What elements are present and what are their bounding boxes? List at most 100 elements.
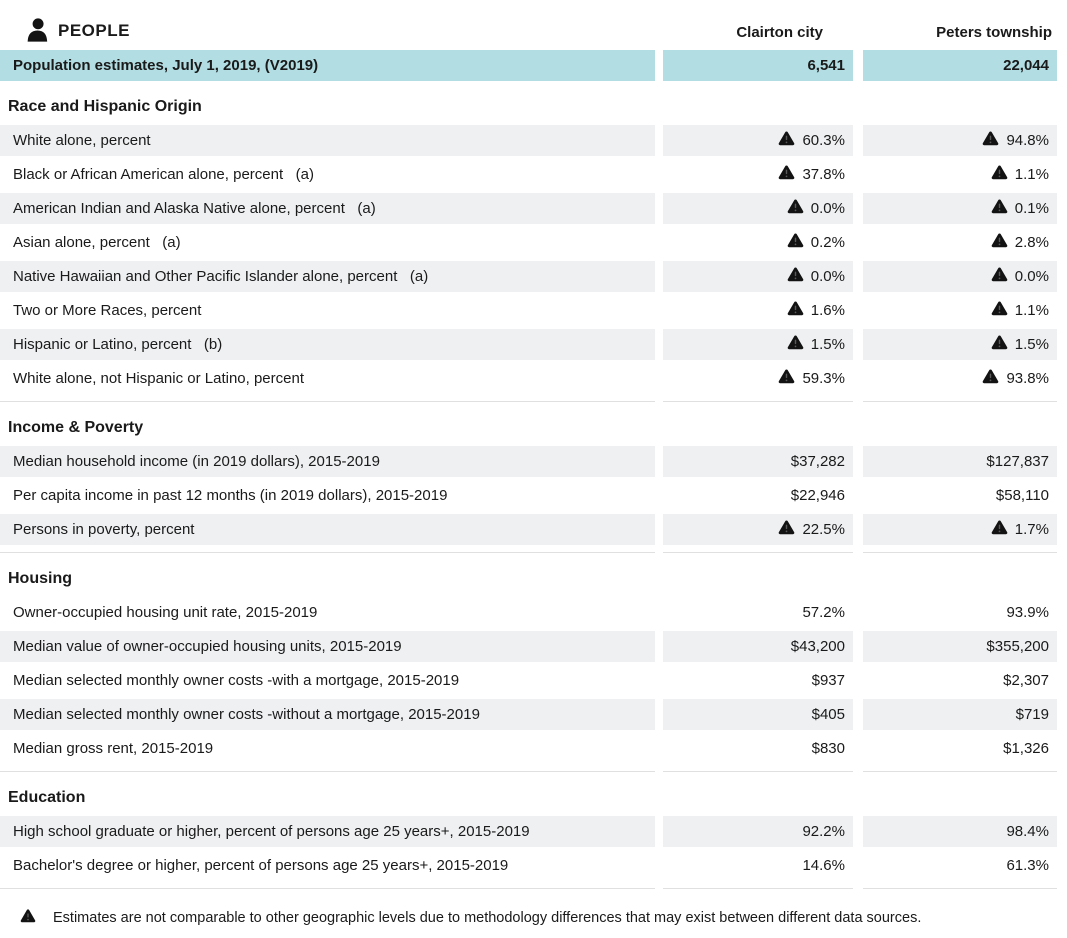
table-row: Hispanic or Latino, percent (b) 1.5% 1.5… [0, 329, 1067, 360]
value-text: 57.2% [802, 604, 845, 621]
warning-triangle-icon [983, 369, 999, 384]
section-heading: Education [8, 789, 86, 806]
value-text: 93.8% [1006, 370, 1049, 387]
value-text: 0.0% [810, 200, 845, 217]
flag-slot [787, 301, 811, 320]
value-text: 61.3% [1006, 857, 1049, 874]
value-text: $719 [1015, 706, 1049, 723]
section-rows: Owner-occupied housing unit rate, 2015-2… [0, 597, 1067, 764]
value-text: $2,307 [1003, 672, 1049, 689]
warning-triangle-icon [991, 199, 1008, 214]
table-row: Median selected monthly owner costs -wit… [0, 699, 1067, 730]
value-text: 59.3% [802, 370, 845, 387]
value-text: 1.6% [810, 302, 845, 319]
table-row: American Indian and Alaska Native alone,… [0, 193, 1067, 224]
cell-value: $37,282 [663, 446, 853, 477]
value-text: 1.1% [1014, 302, 1049, 319]
value-text: $830 [811, 740, 845, 757]
warning-triangle-icon [779, 520, 795, 535]
flag-slot [991, 267, 1015, 286]
cell-value: 1.5% [863, 329, 1057, 360]
cell-value: $405 [663, 699, 853, 730]
flag-slot [982, 369, 1006, 388]
value-text: 93.9% [1006, 604, 1049, 621]
cell-value: 0.0% [663, 261, 853, 292]
flag-slot [787, 199, 811, 218]
warning-triangle-icon [779, 131, 795, 146]
warning-triangle-icon [983, 131, 999, 146]
person-icon [27, 18, 48, 42]
footnote-flag-slot [20, 909, 36, 927]
warning-triangle-icon [991, 335, 1008, 350]
flag-slot [778, 369, 802, 388]
warning-triangle-icon [779, 165, 795, 180]
row-label: Median gross rent, 2015-2019 [13, 740, 214, 757]
table-row: White alone, not Hispanic or Latino, per… [0, 363, 1067, 394]
value-text: $22,946 [790, 487, 845, 504]
cell-value: $937 [663, 665, 853, 696]
cell-value: 6,541 [663, 50, 853, 81]
warning-triangle-icon [20, 909, 36, 923]
row-label: Black or African American alone, percent… [13, 166, 314, 183]
cell-value: $22,946 [663, 480, 853, 511]
row-label: White alone, percent [0, 125, 655, 156]
warning-triangle-icon [991, 520, 1008, 535]
value-text: 14.6% [802, 857, 845, 874]
cell-value: $58,110 [863, 480, 1057, 511]
sections: Race and Hispanic Origin White alone, pe… [0, 98, 1067, 889]
value-text: 0.0% [810, 268, 845, 285]
table-row: High school graduate or higher, percent … [0, 816, 1067, 847]
cell-value: 0.1% [863, 193, 1057, 224]
cell-value: 1.1% [863, 295, 1057, 326]
row-label: Persons in poverty, percent [0, 514, 655, 545]
cell-value: 60.3% [663, 125, 853, 156]
table-section: Housing Owner-occupied housing unit rate… [0, 570, 1067, 772]
cell-value: 59.3% [663, 363, 853, 394]
row-label: Median household income (in 2019 dollars… [0, 446, 655, 477]
section-rows: Median household income (in 2019 dollars… [0, 446, 1067, 545]
value-text: $1,326 [1003, 740, 1049, 757]
cell-value: 2.8% [863, 227, 1057, 258]
cell-value: $1,326 [863, 733, 1057, 764]
cell-value: 94.8% [863, 125, 1057, 156]
flag-slot [778, 131, 802, 150]
flag-slot [991, 520, 1015, 539]
flag-slot [991, 199, 1015, 218]
section-divider [0, 401, 1067, 402]
cell-value: 0.0% [863, 261, 1057, 292]
cell-value: 0.0% [663, 193, 853, 224]
warning-triangle-icon [787, 199, 804, 214]
value-text: $937 [811, 672, 845, 689]
cell-value: 98.4% [863, 816, 1057, 847]
value-text: 94.8% [1006, 132, 1049, 149]
flag-slot [991, 165, 1015, 184]
cell-value: 1.7% [863, 514, 1057, 545]
table-section: Race and Hispanic Origin White alone, pe… [0, 98, 1067, 402]
table-row: Two or More Races, percent 1.6% 1.1% [0, 295, 1067, 326]
table-row: Median selected monthly owner costs -wit… [0, 665, 1067, 696]
row-label: High school graduate or higher, percent … [0, 816, 655, 847]
table-section: Education High school graduate or higher… [0, 789, 1067, 889]
section-heading: Income & Poverty [8, 419, 144, 436]
people-title-wrap: PEOPLE [0, 18, 655, 44]
flag-slot [991, 335, 1015, 354]
footnote: Estimates are not comparable to other ge… [0, 909, 1067, 927]
row-label: Two or More Races, percent [13, 302, 202, 319]
warning-triangle-icon [991, 165, 1008, 180]
value-text: $43,200 [790, 638, 845, 655]
warning-triangle-icon [991, 233, 1008, 248]
warning-triangle-icon [779, 369, 795, 384]
value-text: $355,200 [986, 638, 1049, 655]
row-label: Population estimates, July 1, 2019, (V20… [0, 50, 655, 81]
table-row: White alone, percent 60.3% 94.8% [0, 125, 1067, 156]
row-label: Per capita income in past 12 months (in … [13, 487, 448, 504]
row-label: Owner-occupied housing unit rate, 2015-2… [13, 604, 318, 621]
cell-value: 0.2% [663, 227, 853, 258]
value-text: 1.7% [1014, 521, 1049, 538]
value-text: 2.8% [1014, 234, 1049, 251]
cell-value: 22.5% [663, 514, 853, 545]
row-label: Native Hawaiian and Other Pacific Island… [0, 261, 655, 292]
table-row: Bachelor's degree or higher, percent of … [0, 850, 1067, 881]
value-text: 92.2% [802, 823, 845, 840]
